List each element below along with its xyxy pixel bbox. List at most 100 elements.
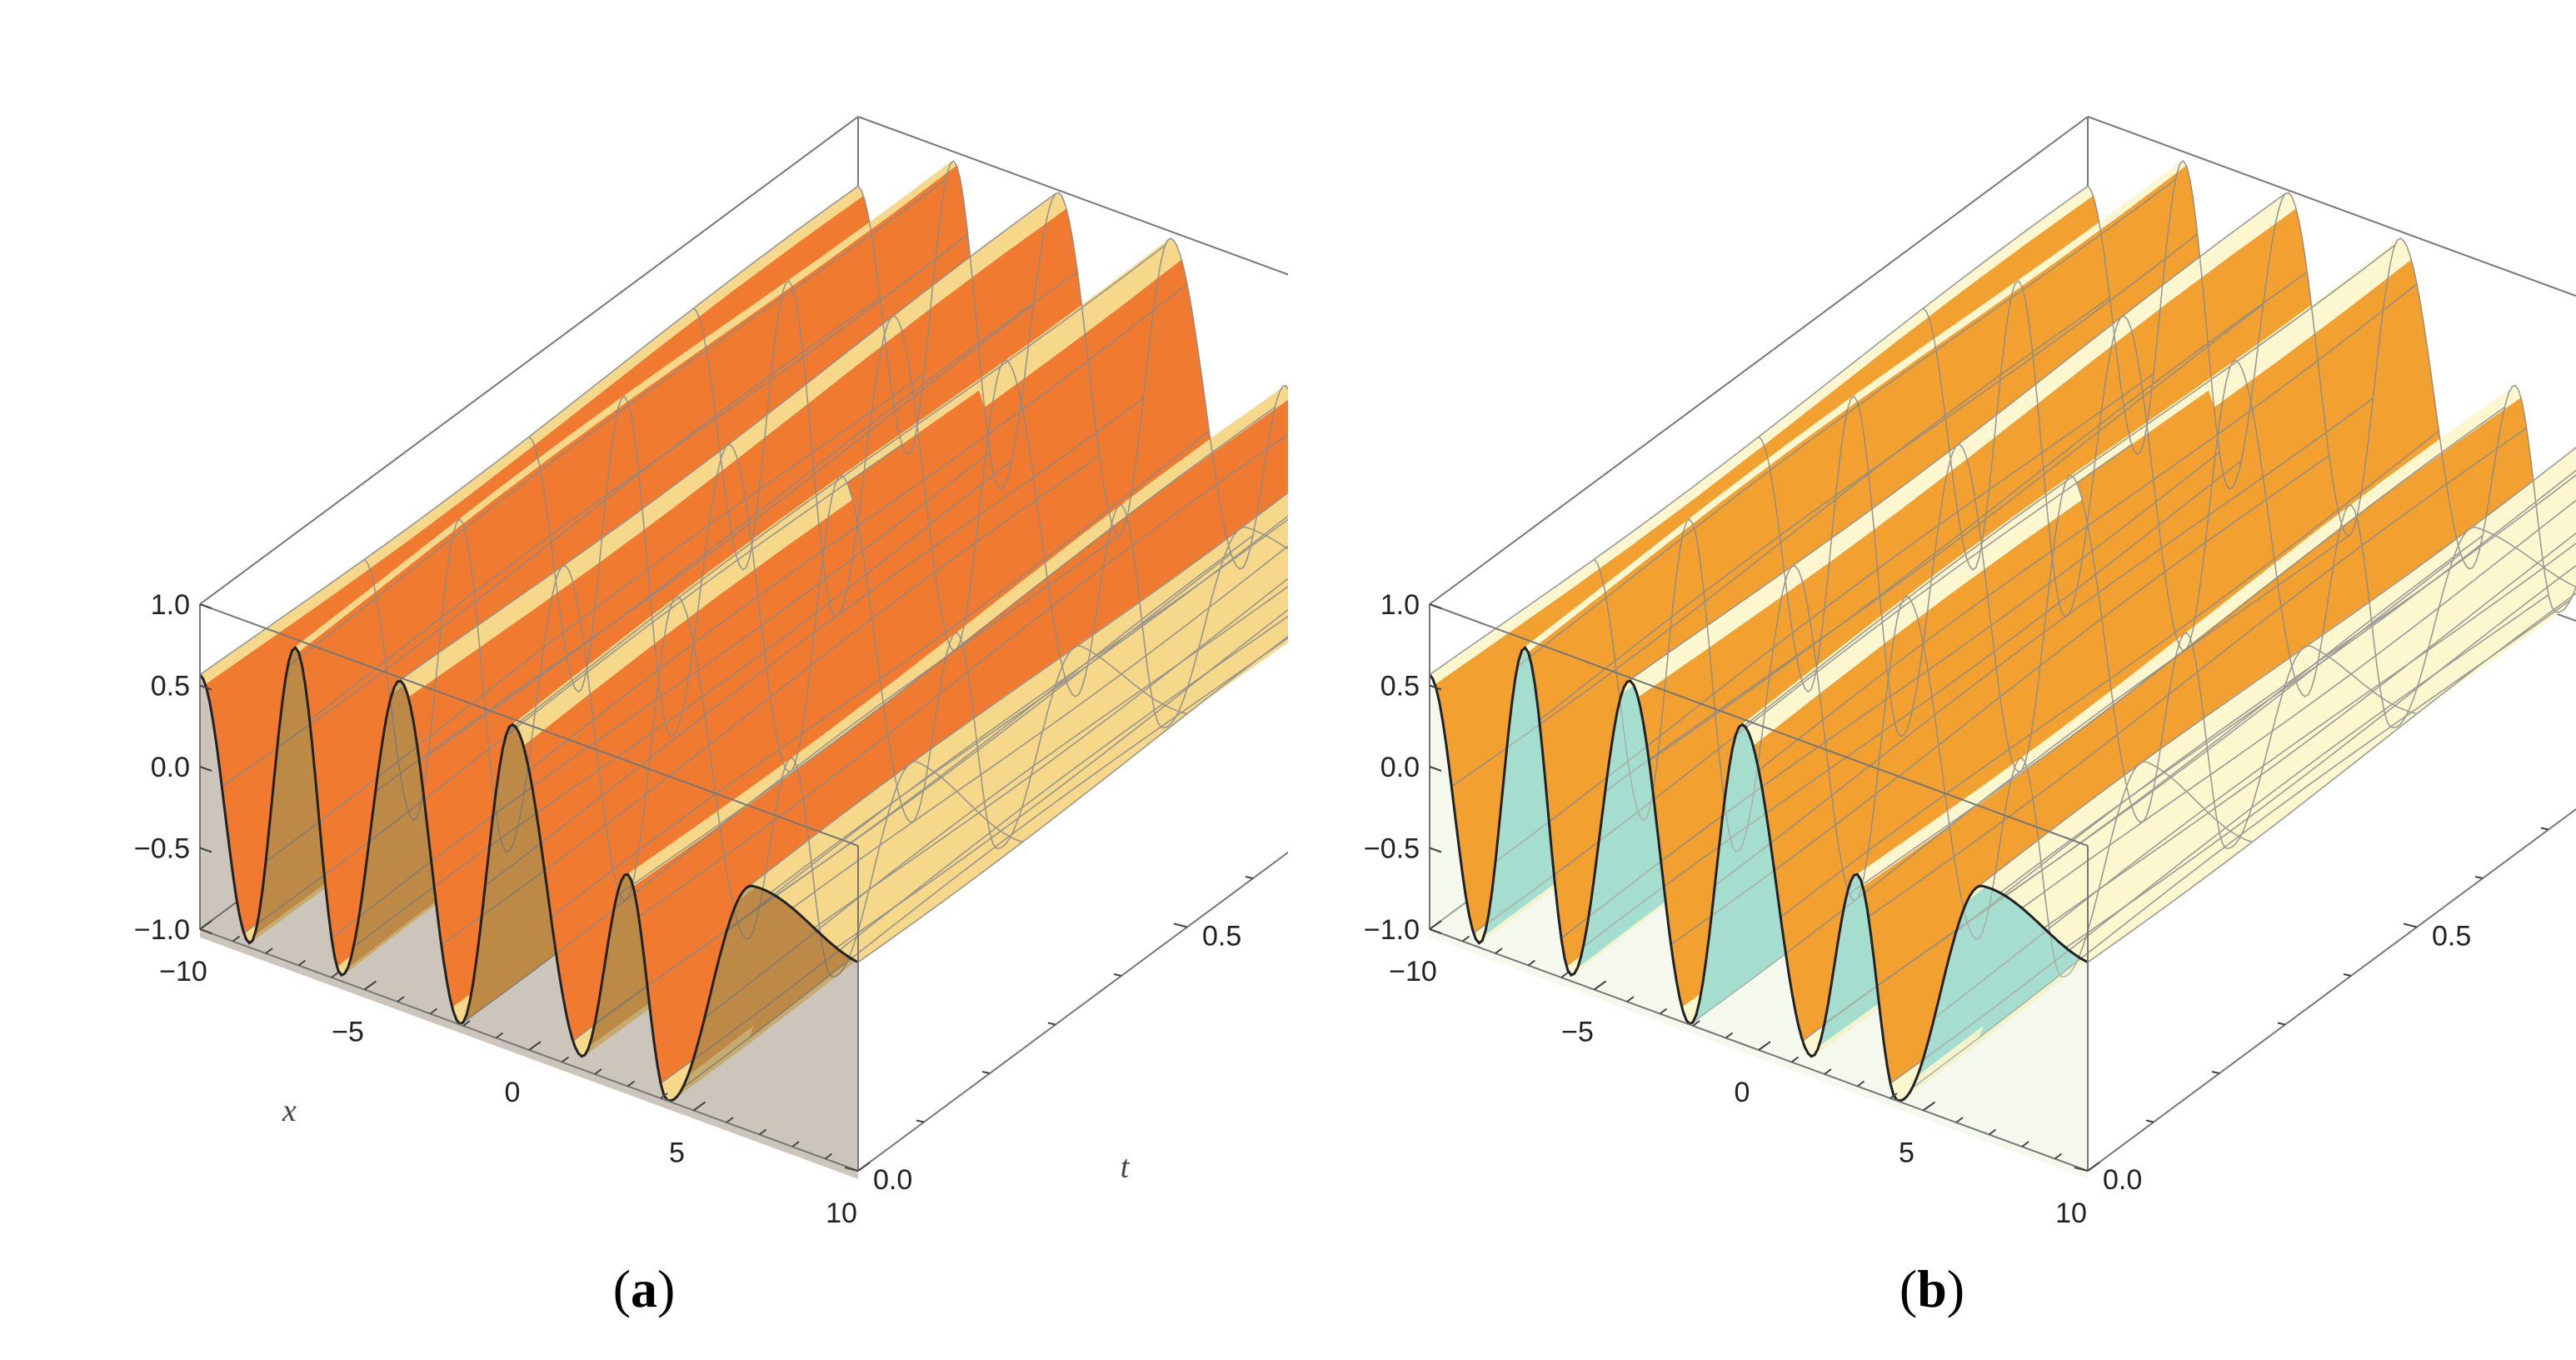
x-tick bbox=[331, 972, 339, 978]
x-tick bbox=[1593, 980, 1607, 991]
x-tick bbox=[758, 1128, 767, 1136]
x-tick bbox=[1988, 1128, 1997, 1136]
z-tick-label: −0.5 bbox=[134, 833, 190, 865]
x-tick bbox=[397, 996, 405, 1002]
t-tick bbox=[981, 1071, 991, 1074]
caption-letter: a bbox=[631, 1259, 657, 1318]
t-tick-label: 0.0 bbox=[873, 1164, 912, 1196]
z-tick bbox=[1429, 766, 1442, 772]
x-tick bbox=[660, 1092, 668, 1099]
x-tick-label: 5 bbox=[1899, 1138, 1915, 1169]
x-tick bbox=[2054, 1152, 2063, 1160]
z-tick-label: 0.0 bbox=[1380, 752, 1420, 783]
x-tick bbox=[692, 1101, 706, 1112]
x-tick bbox=[1429, 920, 1442, 930]
x-tick bbox=[297, 959, 307, 967]
mesh-line-x bbox=[528, 395, 1188, 849]
x-tick bbox=[363, 980, 377, 991]
mesh-line-x bbox=[1758, 395, 2418, 849]
z-tick-label: 0.5 bbox=[1380, 671, 1420, 702]
caption-a: (a) bbox=[0, 1258, 1288, 1320]
caption-open-paren: ( bbox=[1899, 1259, 1918, 1318]
x-tick bbox=[1758, 1041, 1771, 1051]
x-tick bbox=[561, 1056, 570, 1063]
x-tick bbox=[1725, 1032, 1734, 1039]
x-tick bbox=[1856, 1080, 1865, 1088]
x-tick bbox=[594, 1068, 602, 1075]
mesh-line-x bbox=[1922, 280, 2576, 729]
z-tick-label: 1.0 bbox=[1380, 589, 1420, 621]
t-tick bbox=[844, 1167, 859, 1172]
t-tick bbox=[2474, 876, 2484, 879]
x-tick bbox=[2087, 1162, 2100, 1172]
z-tick bbox=[199, 603, 212, 609]
x-tick bbox=[495, 1032, 504, 1039]
x-tick bbox=[1890, 1092, 1898, 1099]
t-tick bbox=[1113, 973, 1122, 977]
front-edge-curve bbox=[198, 645, 859, 1102]
caption-open-paren: ( bbox=[612, 1259, 631, 1318]
x-tick bbox=[857, 1162, 871, 1172]
x-tick bbox=[824, 1152, 833, 1160]
surface-mesh bbox=[199, 159, 1288, 1102]
x-tick bbox=[1495, 948, 1503, 954]
t-tick-label: 0.5 bbox=[1202, 921, 1241, 952]
mesh-line-x bbox=[2087, 159, 2576, 613]
z-tick bbox=[1429, 847, 1442, 853]
x-tick bbox=[627, 1080, 636, 1088]
x-tick bbox=[1692, 1020, 1700, 1027]
x-tick bbox=[1560, 972, 1569, 978]
x-tick bbox=[265, 948, 273, 954]
front-edge-curve bbox=[1428, 645, 2089, 1102]
caption-close-paren: ) bbox=[657, 1259, 676, 1318]
mesh-line-x bbox=[692, 280, 1288, 729]
front-face bbox=[200, 648, 858, 1179]
t-tick bbox=[2540, 827, 2549, 831]
x-tick-label: 10 bbox=[826, 1198, 857, 1229]
t-tick bbox=[916, 1119, 925, 1123]
z-tick bbox=[1429, 603, 1442, 609]
t-tick bbox=[2211, 1071, 2220, 1074]
x-tick bbox=[1527, 959, 1536, 967]
t-tick bbox=[2343, 973, 2352, 977]
surface bbox=[199, 161, 1288, 1102]
z-tick-label: −0.5 bbox=[1364, 833, 1420, 865]
surface-facet bbox=[1285, 502, 1288, 506]
x-tick bbox=[1461, 935, 1470, 942]
z-tick bbox=[1429, 928, 1442, 934]
front-face bbox=[1430, 648, 2088, 1179]
x-tick-label: −10 bbox=[1389, 956, 1437, 988]
x-tick bbox=[429, 1008, 438, 1015]
box-edge bbox=[1429, 603, 2089, 847]
caption-b: (b) bbox=[1288, 1258, 2576, 1320]
x-tick bbox=[232, 935, 241, 942]
z-tick-label: −1.0 bbox=[1364, 914, 1420, 946]
mesh-line-x bbox=[857, 159, 1288, 570]
caption-close-paren: ) bbox=[1946, 1259, 1965, 1318]
t-tick bbox=[2277, 1022, 2286, 1026]
t-tick-label: 0.0 bbox=[2103, 1164, 2142, 1196]
z-tick bbox=[1429, 684, 1442, 691]
z-tick-label: 1.0 bbox=[151, 589, 190, 621]
z-tick-label: 0.0 bbox=[151, 752, 190, 783]
t-tick bbox=[1047, 1022, 1056, 1026]
x-tick bbox=[1790, 1056, 1800, 1063]
z-tick-label: −1.0 bbox=[134, 914, 190, 946]
t-tick bbox=[2145, 1119, 2154, 1123]
x-tick bbox=[1922, 1101, 1936, 1112]
box-edge bbox=[199, 116, 859, 605]
surface-facet bbox=[1285, 593, 1288, 598]
x-tick bbox=[462, 1020, 471, 1027]
x-tick bbox=[199, 920, 212, 930]
box-edge bbox=[2087, 116, 2576, 298]
x-tick bbox=[726, 1117, 734, 1123]
box-edge bbox=[1429, 116, 2089, 605]
x-tick-label: 10 bbox=[2055, 1198, 2087, 1229]
t-axis-label: t bbox=[1121, 1150, 1131, 1185]
x-tick bbox=[791, 1141, 800, 1148]
t-tick bbox=[2403, 922, 2418, 928]
t-tick-label: 0.5 bbox=[2432, 921, 2471, 952]
